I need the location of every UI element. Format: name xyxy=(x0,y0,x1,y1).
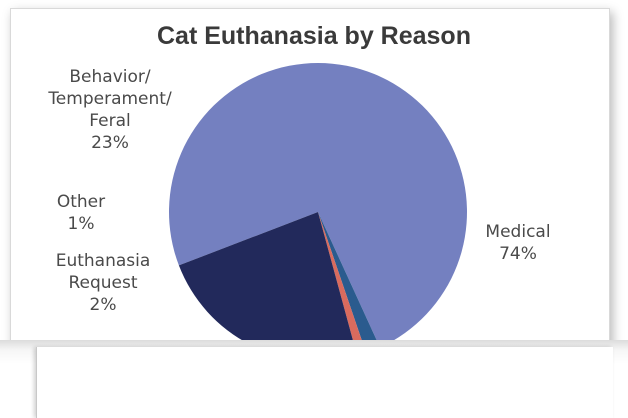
pie-labels: Medical 74% Euthanasia Request 2% Other 1% Beha… xyxy=(47,67,550,315)
slice-label: Euthanasia Request 2% xyxy=(56,251,151,315)
slice-label: Behavior/Temperament/Feral 23% xyxy=(47,67,172,153)
pie-slice-other xyxy=(318,212,367,356)
pie-slices xyxy=(169,63,468,361)
slice-label: Other 1% xyxy=(57,192,105,234)
pie-slice-medical xyxy=(169,63,468,348)
overlapping-card xyxy=(36,347,613,418)
pie-slice-euthanasia-request xyxy=(318,212,381,354)
chart-title: Cat Euthanasia by Reason xyxy=(157,22,471,50)
slice-label: Medical 74% xyxy=(485,222,550,264)
pie-slice-behavior-temperament-feral xyxy=(178,212,358,361)
